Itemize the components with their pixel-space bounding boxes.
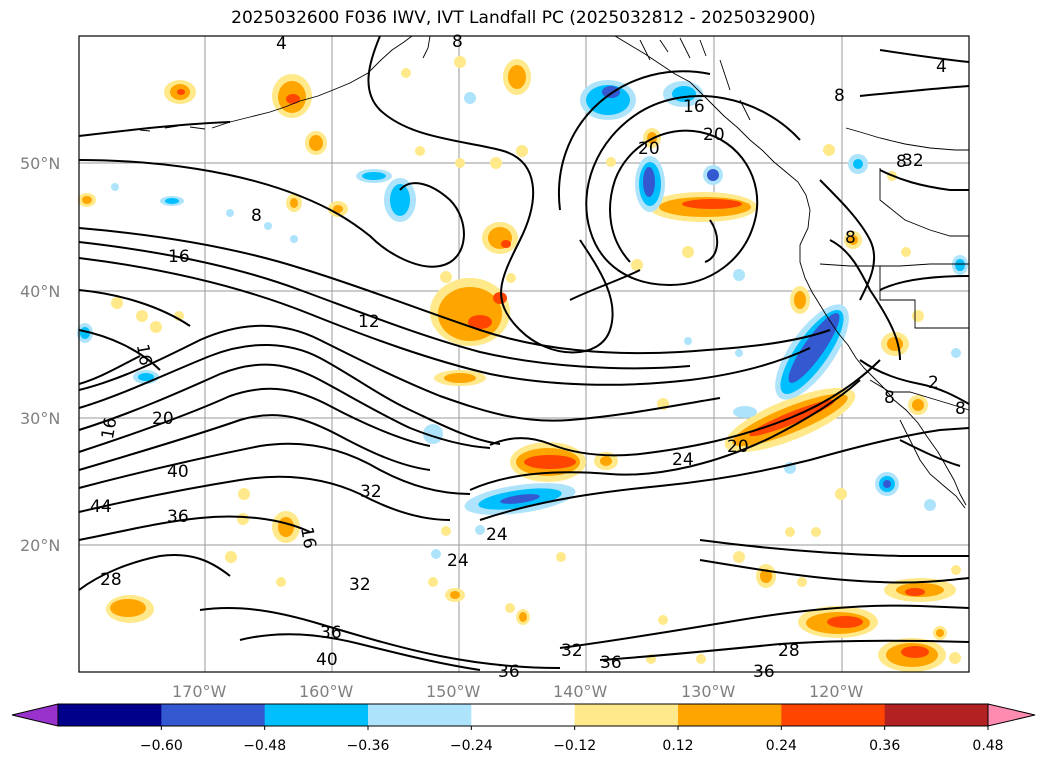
colorbar-tick-label: −0.12 <box>553 738 596 754</box>
contour-label: 4 <box>276 34 287 54</box>
latitude-labels: 50°N 40°N 30°N 20°N <box>20 154 60 555</box>
lat-label: 20°N <box>20 536 60 555</box>
contour-label: 16 <box>296 525 319 550</box>
contour-label: 8 <box>896 152 907 172</box>
lon-label: 120°W <box>809 682 864 701</box>
colorbar-segment <box>161 704 266 726</box>
lon-label: 130°W <box>681 682 736 701</box>
colorbar-tick-label: 0.48 <box>972 738 1003 754</box>
colorbar-extend-low <box>11 703 59 727</box>
contour-label: 40 <box>167 462 189 482</box>
contour-label: 32 <box>561 641 583 661</box>
contour-label: 16 <box>168 247 190 267</box>
colorbar-tick-label: −0.36 <box>347 738 390 754</box>
lon-label: 150°W <box>426 682 481 701</box>
colorbar-segment <box>884 704 989 726</box>
colorbar-tick-label: 0.24 <box>766 738 797 754</box>
colorbar: −0.60 −0.48 −0.36 −0.24 −0.12 0.12 0.24 0.36 0.4… <box>11 703 1036 754</box>
contour-label: 16 <box>683 97 705 117</box>
colorbar-tick-label: 0.36 <box>869 738 900 754</box>
contour-label: 2 <box>928 373 939 393</box>
contour-label: 36 <box>320 623 342 643</box>
lon-label: 160°W <box>299 682 354 701</box>
contour-label: 28 <box>100 570 122 590</box>
lat-label: 50°N <box>20 154 60 173</box>
colorbar-segment <box>574 704 679 726</box>
colorbar-extend-high <box>987 703 1036 727</box>
colorbar-segment <box>781 704 886 726</box>
colorbar-segment <box>58 704 162 726</box>
lat-label: 30°N <box>20 409 60 428</box>
contour-label: 36 <box>167 507 189 527</box>
lon-label: 140°W <box>553 682 608 701</box>
contour-label: 40 <box>316 650 338 670</box>
contour-label: 44 <box>90 497 112 517</box>
contour-label: 8 <box>845 228 856 248</box>
colorbar-tick-label: −0.24 <box>450 738 493 754</box>
contour-label: 32 <box>902 151 924 171</box>
longitude-labels: 170°W 160°W 150°W 140°W 130°W 120°W <box>172 682 864 701</box>
colorbar-outline <box>57 703 989 727</box>
contour-label: 36 <box>600 653 622 673</box>
colorbar-tick-label: 0.12 <box>662 738 693 754</box>
contour-label: 8 <box>834 86 845 106</box>
colorbar-segment <box>471 704 576 726</box>
colorbar-segment <box>678 704 782 726</box>
colorbar-segment <box>264 704 369 726</box>
contour-label: 20 <box>703 125 725 145</box>
contour-label: 32 <box>349 575 371 595</box>
contour-label: 8 <box>251 206 262 226</box>
colorbar-segment <box>368 704 472 726</box>
contour-label: 12 <box>358 312 380 332</box>
contour-label: 24 <box>672 450 694 470</box>
map-frame <box>78 35 970 673</box>
lat-label: 40°N <box>20 282 60 301</box>
contour-label: 8 <box>452 32 463 52</box>
contour-label: 16 <box>98 416 121 441</box>
contour-label: 8 <box>884 388 895 408</box>
contour-label: 20 <box>727 437 749 457</box>
map-title: 2025032600 F036 IWV, IVT Landfall PC (20… <box>231 8 816 28</box>
colorbar-tick-label: −0.60 <box>140 738 183 754</box>
contour-label: 24 <box>447 551 469 571</box>
lon-label: 170°W <box>172 682 227 701</box>
contour-label: 16 <box>132 343 155 368</box>
contours <box>78 35 970 671</box>
contour-label: 4 <box>936 57 947 77</box>
contour-label: 24 <box>486 525 508 545</box>
contour-label: 32 <box>360 482 382 502</box>
contour-label: 8 <box>955 399 966 419</box>
contour-labels: 4 8 8 4 8 16 20 20 8 16 12 16 16 20 40 4… <box>90 32 966 682</box>
contour-label: 20 <box>152 409 174 429</box>
colorbar-tick-label: −0.48 <box>243 738 286 754</box>
contour-label: 20 <box>638 139 660 159</box>
contour-label: 28 <box>778 641 800 661</box>
